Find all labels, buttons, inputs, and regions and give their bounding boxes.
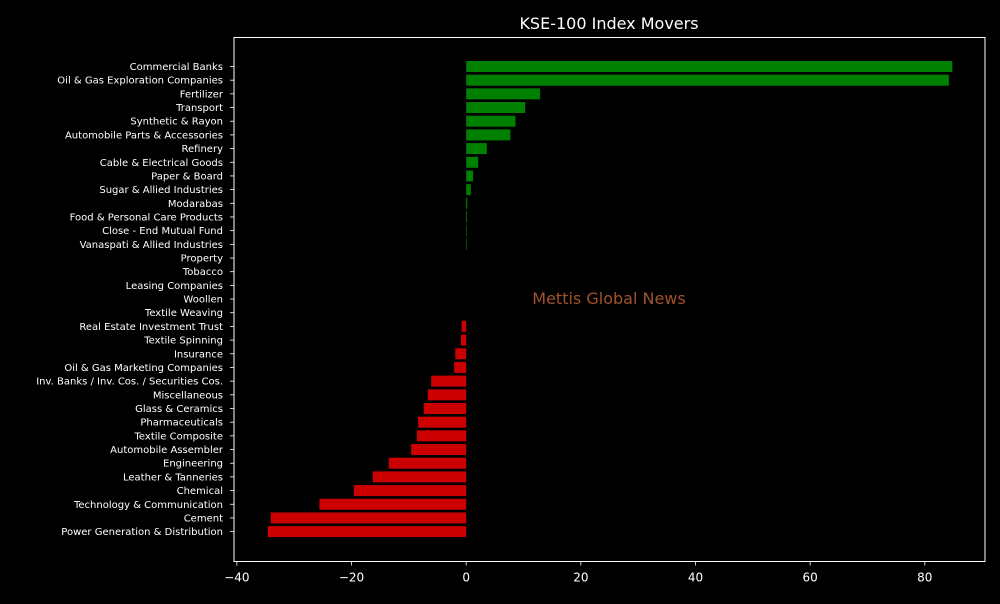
category-label: Leasing Companies — [126, 281, 223, 292]
bar — [455, 348, 467, 360]
bar — [466, 88, 541, 100]
bar — [466, 102, 526, 114]
x-tick-label: 20 — [573, 571, 588, 585]
bar — [454, 361, 467, 373]
category-label: Modarabas — [168, 199, 223, 210]
bar — [427, 389, 467, 401]
x-tick-label: −40 — [224, 571, 249, 585]
x-tick-label: 80 — [917, 571, 932, 585]
category-label: Cable & Electrical Goods — [100, 158, 223, 169]
bar — [431, 375, 467, 387]
bar — [466, 61, 953, 72]
category-label: Synthetic & Rayon — [130, 117, 223, 128]
category-label: Cement — [184, 513, 223, 524]
category-label: Refinery — [182, 144, 224, 155]
category-label: Technology & Communication — [73, 500, 223, 511]
chart-title: KSE-100 Index Movers — [519, 14, 698, 33]
bar — [353, 485, 467, 497]
bar — [466, 197, 468, 209]
category-label: Tobacco — [182, 267, 223, 278]
bar — [466, 225, 467, 237]
category-label: Insurance — [174, 349, 223, 360]
bar — [372, 471, 467, 483]
bar — [466, 74, 949, 86]
category-label: Textile Composite — [134, 431, 223, 442]
bar — [466, 211, 468, 223]
category-label: Textile Weaving — [144, 308, 223, 319]
bar — [267, 526, 467, 538]
bar — [411, 444, 467, 456]
plot-area-frame — [233, 37, 986, 562]
bar — [466, 170, 474, 182]
category-label: Power Generation & Distribution — [61, 527, 223, 538]
bar — [466, 184, 471, 196]
x-tick-label: 0 — [462, 571, 470, 585]
category-label: Automobile Parts & Accessories — [65, 130, 223, 141]
bar — [461, 334, 467, 346]
category-label: Pharmaceuticals — [140, 418, 223, 429]
bar — [466, 156, 479, 168]
category-label: Real Estate Investment Trust — [79, 322, 223, 333]
bar — [388, 457, 467, 469]
category-label: Oil & Gas Exploration Companies — [57, 76, 223, 87]
category-label: Transport — [175, 103, 223, 114]
category-label: Automobile Assembler — [110, 445, 224, 456]
category-label: Woollen — [183, 295, 223, 306]
x-tick-label: −20 — [339, 571, 364, 585]
category-label: Engineering — [163, 459, 223, 470]
bar — [319, 498, 467, 510]
x-axis: −40 −20 0 20 40 60 80 — [224, 561, 932, 585]
category-label: Vanaspati & Allied Industries — [80, 240, 223, 251]
category-label: Paper & Board — [151, 171, 223, 182]
category-label: Miscellaneous — [153, 390, 223, 401]
bar — [466, 143, 487, 155]
bar — [270, 512, 467, 524]
category-label: Glass & Ceramics — [135, 404, 223, 415]
category-label: Oil & Gas Marketing Companies — [64, 363, 223, 374]
category-label: Inv. Banks / Inv. Cos. / Securities Cos. — [36, 377, 223, 388]
category-labels: Commercial Banks Oil & Gas Exploration Co… — [36, 62, 234, 538]
category-label: Textile Spinning — [143, 336, 223, 347]
x-tick-label: 60 — [803, 571, 818, 585]
bar — [416, 430, 467, 442]
x-tick-label: 40 — [688, 571, 703, 585]
category-label: Leather & Tanneries — [123, 472, 223, 483]
category-label: Sugar & Allied Industries — [99, 185, 223, 196]
bar — [418, 416, 467, 428]
category-label: Close - End Mutual Fund — [102, 226, 223, 237]
bars-layer — [267, 61, 953, 538]
watermark-text: Mettis Global News — [532, 289, 685, 308]
category-label: Commercial Banks — [130, 62, 223, 73]
bar — [466, 115, 516, 127]
category-label: Food & Personal Care Products — [70, 212, 223, 223]
bar — [423, 403, 467, 414]
category-label: Chemical — [177, 486, 223, 497]
bar — [466, 129, 511, 141]
bar — [466, 238, 467, 250]
bar — [461, 320, 467, 332]
category-label: Fertilizer — [180, 89, 224, 100]
category-label: Property — [181, 254, 223, 265]
